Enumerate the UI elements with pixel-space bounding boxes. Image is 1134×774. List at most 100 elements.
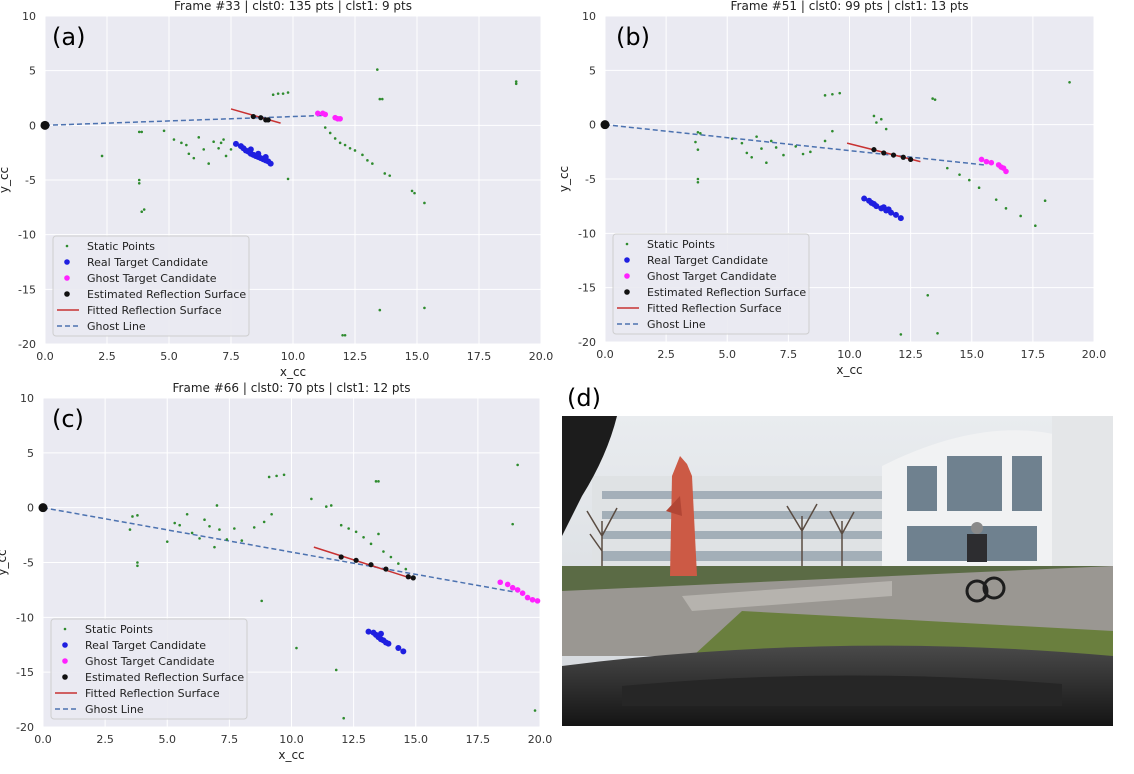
static-point bbox=[136, 561, 139, 564]
y-axis-label: y_cc bbox=[0, 167, 11, 193]
legend-label-ghost: Ghost Target Candidate bbox=[85, 655, 215, 668]
legend-label-static: Static Points bbox=[647, 238, 715, 251]
legend-label-static: Static Points bbox=[87, 240, 155, 253]
static-point bbox=[341, 333, 344, 337]
y-tick-label: 0 bbox=[589, 119, 596, 132]
y-tick-label: -20 bbox=[18, 338, 36, 351]
static-point bbox=[262, 520, 266, 524]
surface-point bbox=[405, 574, 411, 580]
static-point bbox=[185, 512, 189, 516]
ghost-point bbox=[509, 584, 516, 591]
static-point bbox=[333, 137, 337, 140]
static-point bbox=[324, 505, 328, 508]
real-point bbox=[873, 203, 880, 210]
static-point bbox=[933, 98, 937, 101]
y-tick-label: -10 bbox=[578, 227, 596, 240]
y-tick-label: 10 bbox=[582, 10, 596, 23]
real-point bbox=[892, 211, 899, 218]
static-point bbox=[380, 97, 384, 101]
legend-marker-static bbox=[65, 244, 69, 248]
panel-label: (a) bbox=[52, 23, 85, 51]
static-point bbox=[323, 126, 327, 129]
real-point bbox=[255, 150, 262, 157]
legend-box bbox=[612, 233, 810, 335]
real-point bbox=[262, 154, 269, 161]
static-point bbox=[203, 518, 206, 522]
static-point bbox=[180, 141, 183, 145]
panel-b: 0.0 2.5 5.0 7.5 10.0 12.5 15.0 17.5 20.0 10 5 0 -5 -1… bbox=[557, 0, 1134, 380]
static-point bbox=[212, 140, 215, 144]
legend-marker-ghost bbox=[624, 273, 630, 279]
static-point bbox=[252, 526, 256, 529]
y-tick-label: -15 bbox=[16, 666, 34, 679]
static-point bbox=[765, 161, 768, 164]
static-point bbox=[233, 527, 236, 530]
static-point bbox=[388, 174, 392, 177]
static-point bbox=[140, 210, 144, 214]
legend-box bbox=[52, 235, 250, 337]
x-tick-label: 5.0 bbox=[719, 348, 737, 361]
x-tick-label: 12.5 bbox=[341, 733, 366, 746]
static-point bbox=[136, 514, 139, 517]
surface-point bbox=[338, 554, 344, 560]
static-point bbox=[286, 177, 290, 181]
static-point bbox=[831, 129, 834, 133]
real-point bbox=[385, 640, 392, 647]
real-point bbox=[365, 628, 372, 635]
panel-a: 0.0 2.5 5.0 7.5 10.0 12.5 15.0 17.5 20.0 10 5 0 -5 -1… bbox=[0, 0, 560, 380]
static-point bbox=[809, 150, 812, 154]
static-point bbox=[696, 130, 700, 134]
static-point bbox=[142, 208, 146, 211]
y-tick-label: -10 bbox=[16, 611, 34, 624]
origin-marker bbox=[40, 120, 50, 130]
static-point bbox=[511, 522, 514, 526]
static-point bbox=[750, 155, 753, 159]
surface-point bbox=[908, 156, 914, 163]
static-point bbox=[696, 180, 700, 184]
static-point bbox=[823, 139, 827, 143]
static-point bbox=[410, 189, 414, 193]
static-point bbox=[374, 480, 378, 483]
x-tick-label: 20.0 bbox=[1082, 348, 1107, 361]
legend-marker-surface bbox=[624, 289, 630, 295]
ghost-line bbox=[44, 114, 323, 127]
static-point bbox=[240, 539, 244, 542]
x-tick-label: 10.0 bbox=[279, 733, 304, 746]
static-point bbox=[514, 82, 518, 86]
x-tick-label: 20.0 bbox=[529, 350, 554, 363]
static-point bbox=[328, 131, 332, 135]
surface-point bbox=[368, 562, 374, 568]
x-tick-label: 12.5 bbox=[343, 350, 368, 363]
x-tick-label: 17.5 bbox=[467, 350, 492, 363]
static-point bbox=[260, 599, 263, 603]
ghost-point bbox=[534, 598, 541, 604]
x-axis-label: x_cc bbox=[836, 363, 862, 377]
static-point bbox=[275, 474, 278, 478]
static-point bbox=[389, 555, 393, 559]
static-point bbox=[397, 562, 400, 565]
surface-point bbox=[250, 113, 256, 120]
static-point bbox=[339, 523, 343, 527]
static-point bbox=[371, 162, 374, 165]
static-point bbox=[926, 293, 930, 297]
x-tick-label: 17.5 bbox=[1021, 348, 1046, 361]
static-point bbox=[361, 153, 364, 157]
ghost-point bbox=[529, 596, 536, 603]
real-point bbox=[267, 160, 274, 167]
legend-label-ghostline: Ghost Line bbox=[85, 703, 144, 716]
static-point bbox=[222, 138, 225, 141]
static-point bbox=[696, 177, 700, 181]
static-point bbox=[276, 92, 280, 95]
static-point bbox=[343, 143, 347, 147]
static-point bbox=[202, 148, 206, 151]
static-point bbox=[823, 94, 827, 97]
static-point bbox=[366, 159, 369, 162]
static-point bbox=[872, 114, 876, 118]
static-point bbox=[782, 153, 785, 157]
x-axis-label: x_cc bbox=[278, 748, 304, 762]
static-point bbox=[342, 716, 345, 720]
legend-marker-ghost bbox=[62, 658, 68, 664]
static-point bbox=[178, 523, 181, 527]
legend-label-surface: Estimated Reflection Surface bbox=[85, 671, 244, 684]
static-point bbox=[348, 146, 352, 150]
